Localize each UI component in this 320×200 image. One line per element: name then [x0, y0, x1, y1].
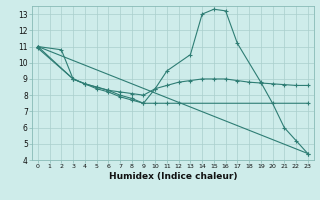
X-axis label: Humidex (Indice chaleur): Humidex (Indice chaleur) — [108, 172, 237, 181]
